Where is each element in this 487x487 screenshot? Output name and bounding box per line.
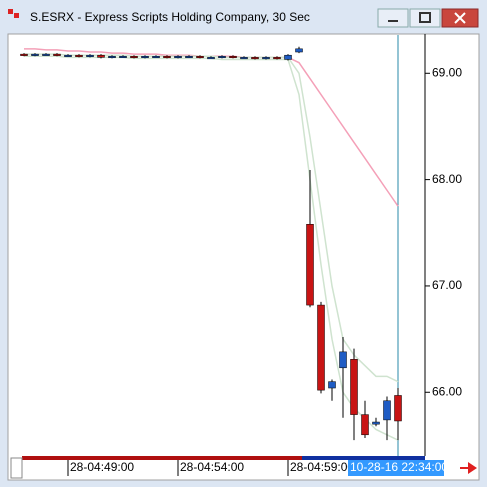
candle-body — [42, 53, 50, 56]
y-tick-label: 67.00 — [432, 278, 462, 292]
candle-body — [53, 53, 61, 56]
scroll-strip — [22, 456, 425, 460]
candle-body — [284, 54, 292, 60]
close-icon — [454, 12, 466, 24]
candle-body — [229, 56, 237, 59]
maximize-icon — [419, 12, 431, 23]
cursor-label: 10-28-16 22:34:00 — [350, 460, 448, 474]
app-icon — [8, 9, 13, 14]
scroll-left[interactable] — [10, 457, 23, 479]
y-tick-label: 68.00 — [432, 172, 462, 186]
candle-body — [86, 54, 94, 57]
candle-body — [75, 54, 83, 57]
candle-body — [394, 395, 402, 422]
candle-body — [361, 414, 369, 436]
candle-body — [119, 56, 127, 59]
x-tick-label: 28-04:49:00 — [70, 460, 134, 474]
candle-body — [31, 53, 39, 56]
scroll-strip — [302, 456, 425, 460]
candle-body — [207, 57, 215, 60]
cursor-label-bg — [348, 460, 444, 476]
window-title: S.ESRX - Express Scripts Holding Company… — [30, 10, 310, 24]
candle-body — [328, 381, 336, 389]
candle-body — [350, 359, 358, 415]
candle-body — [262, 57, 270, 60]
candle-body — [20, 53, 28, 56]
x-tick-label: 28-04:59:00 — [290, 460, 354, 474]
y-tick-label: 66.00 — [432, 384, 462, 398]
candle-body — [317, 304, 325, 391]
candle-body — [295, 48, 303, 53]
candle-body — [152, 56, 160, 59]
candle-body — [163, 56, 171, 59]
candle-body — [251, 57, 259, 60]
app-icon — [14, 13, 19, 18]
scroll-right-arrow[interactable] — [460, 462, 477, 474]
candle-body — [174, 56, 182, 59]
y-tick-label: 69.00 — [432, 65, 462, 79]
candle-body — [141, 56, 149, 59]
candle-body — [306, 224, 314, 306]
chart-area — [7, 33, 480, 481]
candle-body — [240, 57, 248, 60]
minimize-button[interactable] — [377, 8, 409, 28]
candle-body — [339, 351, 347, 369]
candle-body — [273, 57, 281, 60]
x-tick-label: 28-04:54:00 — [180, 460, 244, 474]
maximize-button[interactable] — [409, 8, 441, 28]
candle-body — [383, 400, 391, 421]
candle-body — [218, 56, 226, 59]
candle-body — [372, 421, 380, 425]
candle-body — [108, 56, 116, 59]
candle-body — [97, 54, 105, 58]
candle-body — [130, 56, 138, 59]
candle-body — [185, 56, 193, 59]
candle-body — [64, 54, 72, 57]
candle-body — [196, 56, 204, 59]
